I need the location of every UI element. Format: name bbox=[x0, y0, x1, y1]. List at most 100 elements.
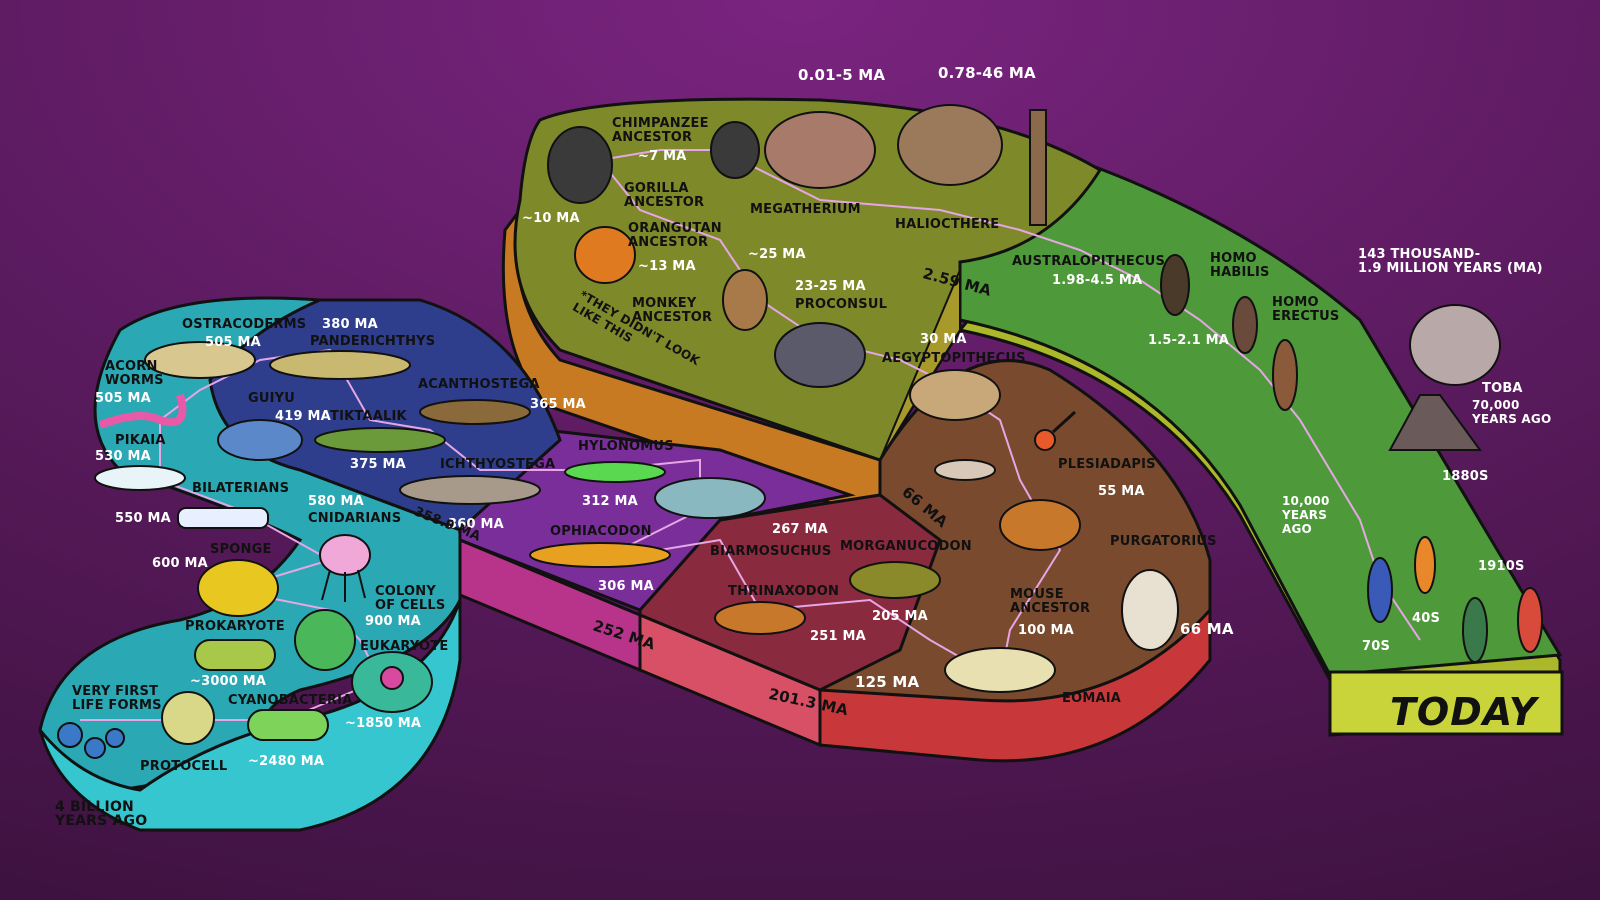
australopithecus-label: AUSTRALOPITHECUS bbox=[1012, 254, 1166, 269]
ichthyostega-label: ICHTHYOSTEGA bbox=[440, 457, 556, 472]
prokaryote-icon bbox=[194, 639, 276, 671]
aegyptopithecus-label: AEGYPTOPITHECUS bbox=[882, 351, 1026, 366]
ophiacodon-ma: 306 Ma bbox=[598, 579, 654, 594]
biarmosuchus-ma: 267 Ma bbox=[772, 522, 828, 537]
toba-years: 70,000 YEARS AGO bbox=[1472, 398, 1552, 426]
thrinaxodon-icon bbox=[714, 601, 806, 635]
megatherium-icon bbox=[764, 111, 876, 189]
tiktaalik-ma: 375 Ma bbox=[350, 457, 406, 472]
homo-habilis-ma: 1.5-2.1 Ma bbox=[1148, 333, 1229, 348]
year-70s: 70s bbox=[1362, 639, 1391, 654]
cyanobacteria-ma: ~2480 Ma bbox=[248, 754, 325, 769]
gorilla-label: GORILLA ANCESTOR bbox=[624, 181, 705, 210]
bilaterian-icon bbox=[177, 507, 269, 529]
toba-label: TOBA bbox=[1482, 381, 1523, 396]
monkey-ancestor-ma: ~25 Ma bbox=[748, 247, 806, 262]
ophiacodon-label: OPHIACODON bbox=[550, 524, 652, 539]
ichthyostega-icon bbox=[399, 475, 541, 505]
haliocthere-ma: 0.78-46 Ma bbox=[938, 64, 1036, 82]
pikaia-label: PIKAIA bbox=[115, 433, 166, 448]
meteor-icon bbox=[1034, 410, 1077, 451]
four-billion-label: 4 BILLION YEARS AGO bbox=[55, 799, 148, 829]
panderichthys-icon bbox=[269, 350, 411, 380]
acorn-ma: 505 Ma bbox=[95, 391, 151, 406]
protocell-icon bbox=[161, 691, 215, 745]
homo-erectus-ma: 143 THOUSAND- 1.9 MILLION YEARS (Ma) bbox=[1358, 247, 1543, 276]
cnidarians-label: CNIDARIANS bbox=[308, 511, 402, 526]
biarmosuchus-icon bbox=[654, 477, 766, 519]
haliocthere-label: HALIOCTHERE bbox=[895, 217, 1000, 232]
colony-of-cells-icon bbox=[294, 609, 356, 671]
aegyptopithecus-ma: 30 Ma bbox=[920, 332, 967, 347]
homo-habilis-label: HOMO HABILIS bbox=[1210, 251, 1270, 280]
mouse-ancestor-ma: 100 Ma bbox=[1018, 623, 1074, 638]
gorilla-icon bbox=[547, 126, 613, 204]
year-1880s: 1880s bbox=[1442, 469, 1489, 484]
acanthostega-ma: 365 Ma bbox=[530, 397, 586, 412]
homo-erectus-icon bbox=[1272, 339, 1298, 411]
morganucodon-label: MORGANUCODON bbox=[840, 539, 972, 554]
year-40s: 40s bbox=[1412, 611, 1441, 626]
australopithecus-ma: 1.98-4.5 Ma bbox=[1052, 273, 1143, 288]
chimpanzee-icon bbox=[710, 121, 760, 179]
megatherium-ma: 0.01-5 Ma bbox=[798, 66, 886, 84]
ten-thousand-label: 10,000 YEARS AGO bbox=[1282, 494, 1330, 536]
acorn-label: ACORN WORMS bbox=[105, 359, 164, 388]
primate-band-top bbox=[513, 97, 1103, 462]
proconsul-ma: 23-25 Ma bbox=[795, 279, 866, 294]
homo-erectus-label: HOMO ERECTUS bbox=[1272, 295, 1340, 324]
colony-label: COLONY OF CELLS bbox=[375, 584, 446, 613]
eukaryote-icon bbox=[351, 651, 433, 713]
monkey-ancestor-icon bbox=[722, 269, 768, 331]
acorn-worm-icon bbox=[98, 393, 187, 429]
megatherium-label: MEGATHERIUM bbox=[750, 202, 861, 217]
guiyu-label: GUIYU bbox=[248, 391, 296, 406]
eukaryote-ma: ~1850 Ma bbox=[345, 716, 422, 731]
guiyu-ma: 419 Ma bbox=[275, 409, 331, 424]
purgatorius-icon bbox=[1121, 569, 1179, 651]
thrinaxodon-ma: 251 Ma bbox=[810, 629, 866, 644]
jellyfish-icon bbox=[319, 534, 371, 602]
biarmosuchus-label: BIARMOSUCHUS bbox=[710, 544, 832, 559]
proconsul-icon bbox=[774, 322, 866, 388]
homo-habilis-icon bbox=[1232, 296, 1258, 354]
orangutan-label: ORANGUTAN ANCESTOR bbox=[628, 221, 722, 250]
tiktaalik-label: TIKTAALIK bbox=[330, 409, 407, 424]
australopithecus-icon bbox=[1160, 254, 1190, 316]
early-life-region-side bbox=[38, 599, 462, 832]
plesiadapis-label: PLESIADAPIS bbox=[1058, 457, 1156, 472]
prokaryote-label: PROKARYOTE bbox=[185, 619, 285, 634]
sponge-icon bbox=[197, 559, 279, 617]
aegyptopithecus-icon bbox=[909, 369, 1001, 421]
gorilla-ma: ~10 Ma bbox=[522, 211, 580, 226]
colony-ma: 900 Ma bbox=[365, 614, 421, 629]
sponge-label: SPONGE bbox=[210, 542, 272, 557]
orangutan-ma: ~13 Ma bbox=[638, 259, 696, 274]
proconsul-label: PROCONSUL bbox=[795, 297, 888, 312]
hylonomus-ma: 312 Ma bbox=[582, 494, 638, 509]
protocell-label: PROTOCELL bbox=[140, 759, 228, 774]
ophiacodon-icon bbox=[529, 542, 671, 568]
plesiadapis-ma: 55 Ma bbox=[1098, 484, 1145, 499]
bilaterians-label: BILATERIANS bbox=[192, 481, 290, 496]
hylonomus-icon bbox=[564, 461, 666, 483]
cyanobacteria-label: CYANOBACTERIA bbox=[228, 693, 353, 708]
eomaia-ma: 125 Ma bbox=[855, 673, 920, 691]
very-first-life-icon bbox=[57, 722, 125, 759]
purgatorius-ma: 66 Ma bbox=[1180, 620, 1234, 638]
very-first-label: VERY FIRST LIFE FORMS bbox=[72, 684, 162, 713]
eukaryote-label: EUKARYOTE bbox=[360, 639, 449, 654]
eomaia-icon bbox=[944, 647, 1056, 693]
monkey-ancestor-label: MONKEY ANCESTOR bbox=[632, 296, 713, 325]
mouse-ancestor-label: MOUSE ANCESTOR bbox=[1010, 587, 1091, 616]
volcano-icon bbox=[1388, 304, 1501, 451]
eomaia-label: EOMAIA bbox=[1062, 691, 1122, 706]
pikaia-ma: 530 Ma bbox=[95, 449, 151, 464]
skull-icon bbox=[934, 459, 996, 481]
mammal-region-side bbox=[818, 606, 1212, 763]
purgatorius-label: PURGATORIUS bbox=[1110, 534, 1217, 549]
panderichthys-ma: 380 Ma bbox=[322, 317, 378, 332]
ostracoderms-label: OSTRACODERMS bbox=[182, 317, 307, 332]
